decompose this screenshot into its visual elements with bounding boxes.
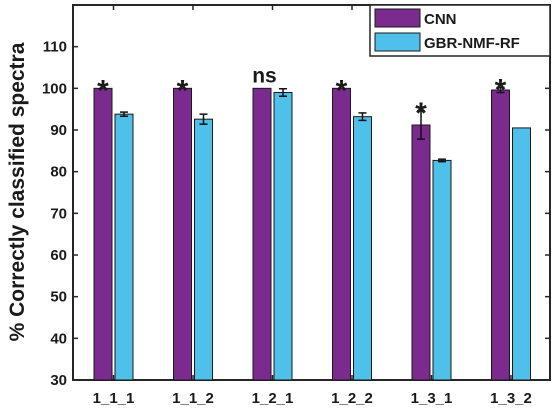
bar-cnn [252, 87, 272, 381]
significance-annotations: * * ns * * * [97, 64, 507, 130]
significance-label: * [336, 74, 348, 107]
x-tick-label: 1_2_2 [331, 390, 373, 407]
y-axis: 30 40 50 60 70 80 90 100 110 [42, 39, 550, 389]
y-tick-label: 40 [50, 330, 67, 347]
significance-label: * [177, 74, 189, 107]
bar-gbr-nmf-rf [432, 159, 452, 381]
x-tick-label: 1_2_1 [252, 390, 294, 407]
y-tick-label: 30 [50, 372, 67, 389]
bar-gbr-nmf-rf [114, 113, 134, 381]
bar-cnn [93, 87, 113, 381]
y-tick-label: 110 [43, 39, 67, 56]
significance-label: * [495, 74, 507, 107]
significance-label: ns [252, 64, 277, 87]
y-tick-label: 100 [42, 80, 67, 97]
error-bars [120, 86, 505, 163]
significance-label: * [415, 97, 427, 130]
y-tick-label: 90 [50, 122, 67, 139]
legend-swatch-cnn [374, 8, 421, 28]
y-tick-label: 70 [50, 205, 67, 222]
x-tick-label: 1_1_2 [172, 390, 214, 407]
bar-series [93, 87, 531, 381]
x-axis: 1_1_1 1_1_2 1_2_1 1_2_2 1_3_1 1_3_2 [93, 5, 532, 407]
bar-cnn [332, 87, 351, 381]
bar-cnn [173, 87, 192, 381]
x-tick-label: 1_3_2 [490, 390, 532, 407]
bar-gbr-nmf-rf [273, 92, 293, 381]
plot-area [72, 4, 551, 381]
bar-cnn [411, 124, 431, 381]
legend-label-cnn: CNN [424, 11, 457, 28]
x-tick-label: 1_1_1 [93, 390, 135, 407]
bar-gbr-nmf-rf [353, 116, 372, 381]
legend: CNN GBR-NMF-RF [369, 4, 551, 57]
y-tick-label: 50 [50, 289, 67, 306]
bar-gbr-nmf-rf [194, 118, 213, 381]
significance-label: * [97, 74, 109, 107]
y-axis-label: % Correctly classified spectra [6, 42, 29, 341]
x-tick-label: 1_3_1 [411, 390, 453, 407]
y-tick-label: 60 [50, 247, 67, 264]
legend-swatch-gbr-nmf-rf [374, 32, 421, 52]
bar-cnn [491, 89, 510, 381]
y-tick-label: 80 [50, 164, 67, 181]
legend-label-gbr-nmf-rf: GBR-NMF-RF [424, 35, 520, 52]
bar-gbr-nmf-rf [512, 127, 531, 381]
